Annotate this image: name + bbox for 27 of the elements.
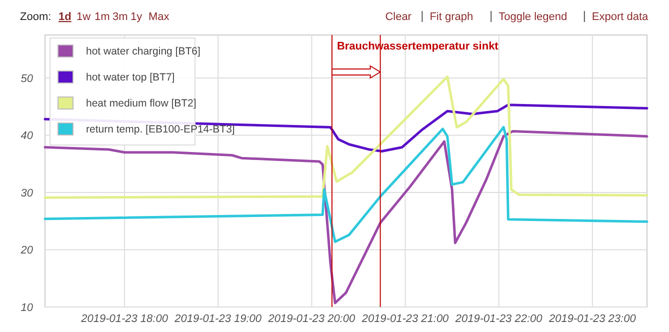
text: 1d	[58, 11, 72, 23]
x-tick-label: 2019-01-23 23:00	[548, 313, 637, 325]
text: 1m	[94, 11, 110, 23]
legend-label: return temp. [EB100-EP14-BT3]	[86, 124, 235, 136]
text: 1w	[76, 11, 91, 23]
y-tick-label: 50	[20, 72, 34, 85]
text: Fit graph	[430, 11, 474, 23]
text: 1y	[130, 11, 143, 23]
legend-label: hot water charging [BT6]	[86, 46, 200, 58]
x-tick-label: 2019-01-23 21:00	[360, 313, 450, 325]
x-tick-label: 2019-01-23 22:00	[454, 313, 544, 325]
text: Export data	[592, 11, 650, 23]
legend-label: heat medium flow [BT2]	[86, 98, 196, 110]
y-tick-label: 40	[20, 130, 34, 142]
text: Clear	[385, 11, 412, 23]
line-series	[44, 126, 648, 243]
x-tick-label: 2019-01-23 19:00	[174, 313, 262, 325]
legend-label: hot water top [BT7]	[86, 72, 175, 84]
y-tick-label: 10	[20, 302, 34, 314]
y-tick-label: 30	[20, 187, 34, 200]
text: Toggle legend	[498, 11, 568, 23]
text: Zoom:	[20, 11, 52, 23]
x-tick-label: 2019-01-23 18:00	[80, 313, 169, 325]
y-tick-label: 20	[20, 244, 34, 257]
x-tick-label: 2019-01-23 20:00	[267, 313, 356, 325]
text: 3m	[112, 11, 128, 23]
text: Max	[148, 11, 170, 23]
